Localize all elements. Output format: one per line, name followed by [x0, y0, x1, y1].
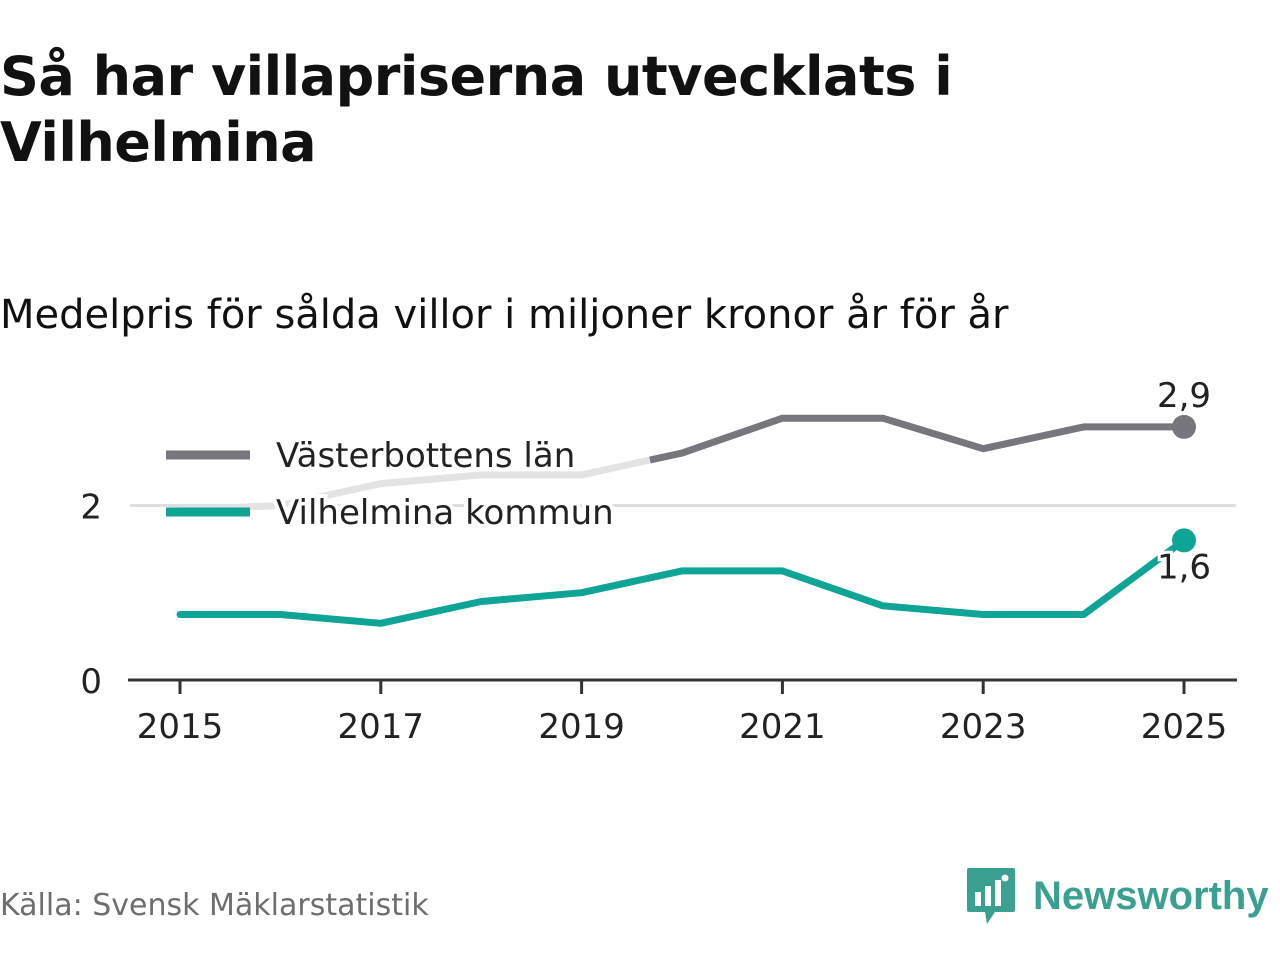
series-line-region-faded	[176, 456, 654, 514]
brand-logo[interactable]: Newsworthy	[965, 866, 1269, 926]
chart-title: Så har villapriserna utvecklats i Vilhel…	[0, 45, 953, 174]
end-label-municipality: 1,6	[1157, 547, 1211, 587]
x-tick-label: 2021	[739, 707, 826, 747]
legend-label-region: Västerbottens län	[276, 436, 575, 476]
end-label-region: 2,9	[1157, 376, 1211, 416]
series-lines	[176, 414, 1196, 627]
x-tick-label: 2017	[338, 707, 425, 747]
y-tick-label: 2	[80, 487, 102, 527]
series-line-region	[649, 414, 1184, 464]
end-labels: 2,9 1,6	[1154, 376, 1214, 590]
x-tick-label: 2019	[538, 707, 625, 747]
legend: Västerbottens län Vilhelmina kommun	[166, 432, 618, 537]
y-tick-label: 0	[80, 662, 102, 702]
gridlines: 02	[80, 487, 1236, 702]
brand-name: Newsworthy	[1033, 873, 1269, 918]
x-tick-label: 2023	[940, 707, 1027, 747]
end-point-municipality	[1172, 528, 1196, 553]
source-note: Källa: Svensk Mäklarstatistik	[0, 888, 429, 923]
x-axis: 2015 2017 2019 2021 2023 2025	[128, 678, 1237, 747]
legend-label-municipality: Vilhelmina kommun	[276, 493, 614, 533]
end-point-region	[1172, 414, 1196, 439]
x-tick-label: 2015	[137, 707, 224, 747]
series-line-municipality	[176, 536, 1188, 627]
x-tick-label: 2025	[1141, 707, 1228, 747]
chart-subtitle: Medelpris för sålda villor i miljoner kr…	[0, 292, 1009, 338]
bar-chart-speech-icon	[967, 868, 1015, 924]
